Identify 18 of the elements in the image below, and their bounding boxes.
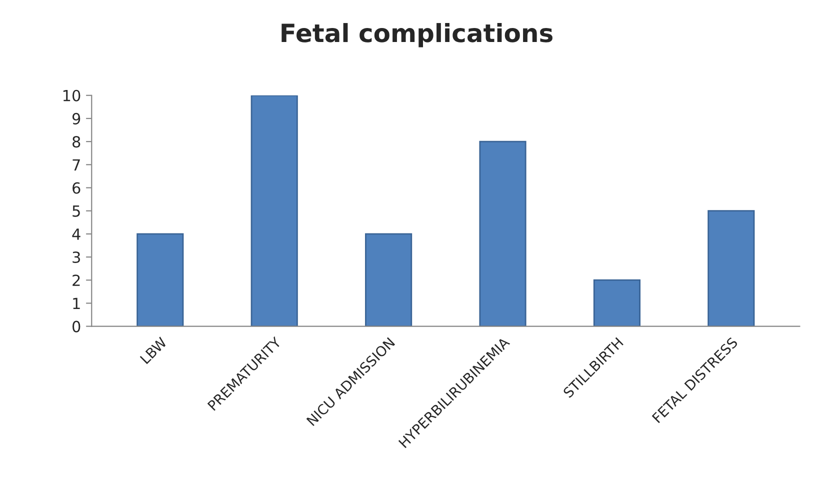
bar — [708, 210, 755, 326]
chart-title: Fetal complications — [282, 23, 552, 48]
bar — [136, 233, 184, 326]
y-tick-label: 9 — [72, 112, 80, 124]
y-tick-label: 7 — [72, 159, 80, 170]
y-tick-label: 0 — [72, 320, 80, 332]
bar — [365, 233, 412, 326]
y-tick-label: 1 — [73, 298, 80, 310]
y-tick-label: 8 — [72, 136, 80, 148]
y-tick-label: 3 — [72, 251, 80, 264]
y-tick-label: 2 — [72, 274, 80, 286]
bar — [479, 140, 526, 326]
y-tick-label: 6 — [72, 182, 80, 194]
y-tick-label: 10 — [63, 90, 80, 102]
bar — [593, 279, 640, 326]
y-tick-label: 4 — [72, 228, 80, 240]
y-tick-label: 5 — [72, 206, 80, 217]
bar — [250, 95, 298, 326]
